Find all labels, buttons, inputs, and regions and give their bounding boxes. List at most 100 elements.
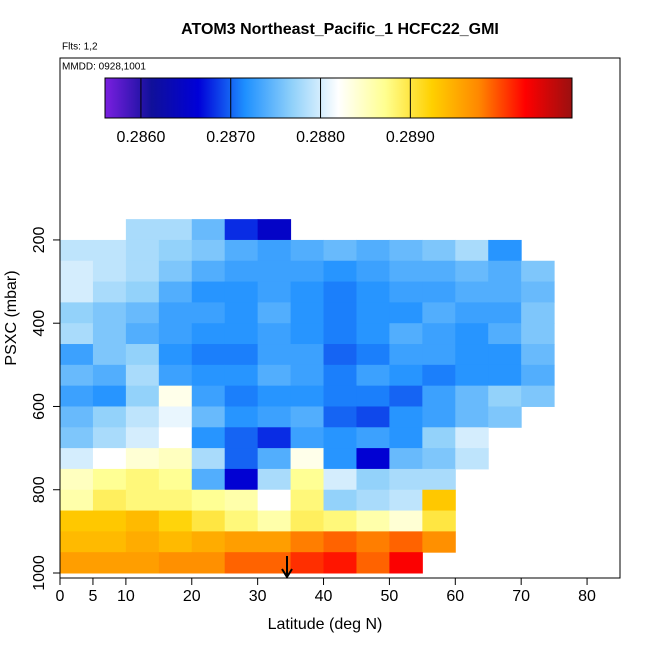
heatmap-cell (60, 427, 94, 449)
heatmap-cell (290, 385, 325, 407)
heatmap-cell (60, 552, 94, 574)
heatmap-cell (224, 552, 259, 574)
heatmap-cell (389, 364, 423, 387)
heatmap-cell (389, 489, 423, 512)
colorbar-tick-label: 0.2880 (296, 129, 345, 146)
heatmap-cell (521, 323, 555, 345)
heatmap-cell (60, 531, 94, 553)
heatmap-cell (290, 323, 325, 345)
heatmap-cell (356, 302, 390, 324)
heatmap-cell (60, 281, 94, 303)
heatmap-cell (60, 302, 94, 324)
y-tick-label: 400 (31, 310, 48, 337)
heatmap-cell (290, 448, 325, 470)
heatmap-cell (191, 219, 226, 241)
heatmap-cell (191, 385, 226, 407)
heatmap-cell (455, 344, 489, 366)
heatmap-cell (389, 302, 423, 324)
heatmap-cell (92, 427, 127, 449)
heatmap-cell (257, 281, 292, 303)
heatmap-cell (488, 385, 522, 407)
heatmap-cell (158, 552, 193, 574)
heatmap-cell (125, 323, 160, 345)
y-tick-label: 800 (31, 476, 48, 503)
heatmap-cell (455, 427, 489, 449)
heatmap-cell (158, 489, 193, 512)
heatmap-cell (60, 406, 94, 428)
heatmap-cell (356, 281, 390, 303)
x-tick-label: 70 (512, 588, 530, 605)
heatmap-cell (224, 385, 259, 407)
x-axis-label: Latitude (deg N) (268, 616, 383, 633)
heatmap-cell (521, 281, 555, 303)
heatmap-cell (125, 302, 160, 324)
heatmap-cell (60, 510, 94, 532)
heatmap-cell (422, 302, 456, 324)
heatmap-cell (125, 427, 160, 449)
heatmap-cell (389, 510, 423, 532)
heatmap-cell (125, 260, 160, 283)
heatmap-cell (356, 552, 390, 574)
heatmap-cell (191, 427, 226, 449)
heatmap-cell (488, 281, 522, 303)
heatmap-cell (224, 406, 259, 428)
x-tick-label: 60 (446, 588, 464, 605)
x-tick-label: 80 (578, 588, 596, 605)
heatmap-cell (92, 260, 127, 283)
heatmap-cell (389, 344, 423, 366)
heatmap-cell (257, 406, 292, 428)
heatmap-cell (323, 344, 357, 366)
heatmap-cell (92, 406, 127, 428)
heatmap-cell (521, 302, 555, 324)
heatmap-cell (158, 323, 193, 345)
heatmap-cell (323, 448, 357, 470)
heatmap-cell (488, 364, 522, 387)
heatmap-cell (224, 260, 259, 283)
heatmap-cell (60, 239, 94, 262)
heatmap-cell (290, 531, 325, 553)
heatmap-cell (224, 427, 259, 449)
heatmap-cell (356, 406, 390, 428)
heatmap-cell (191, 531, 226, 553)
heatmap-cell (323, 406, 357, 428)
heatmap-cell (257, 364, 292, 387)
x-tick-label: 30 (249, 588, 267, 605)
annotation: MMDD: 0928,1001 (62, 62, 146, 73)
heatmap-cell (125, 552, 160, 574)
heatmap-cell (158, 406, 193, 428)
heatmap-cell (92, 281, 127, 303)
heatmap-cell (158, 448, 193, 470)
heatmap-cell (422, 468, 456, 491)
chart-title: ATOM3 Northeast_Pacific_1 HCFC22_GMI (181, 21, 499, 38)
heatmap-cell (191, 281, 226, 303)
heatmap-cell (125, 219, 160, 241)
heatmap-cell (323, 552, 357, 574)
heatmap-cell (125, 239, 160, 262)
heatmap-cell (290, 364, 325, 387)
heatmap-cell (356, 531, 390, 553)
x-tick-label: 50 (381, 588, 399, 605)
heatmap-cell (389, 531, 423, 553)
heatmap-cell (323, 468, 357, 491)
heatmap-cell (191, 448, 226, 470)
heatmap-cell (191, 302, 226, 324)
heatmap-cell (323, 239, 357, 262)
heatmap-cell (290, 552, 325, 574)
heatmap-cell (257, 219, 292, 241)
heatmap-cell (422, 239, 456, 262)
heatmap-cell (158, 302, 193, 324)
heatmap-cell (323, 385, 357, 407)
heatmap-cell (92, 239, 127, 262)
heatmap-cell (290, 510, 325, 532)
heatmap-cell (125, 510, 160, 532)
heatmap-cell (257, 427, 292, 449)
colorbar-tick-label: 0.2860 (116, 129, 165, 146)
heatmap-cell (422, 260, 456, 283)
heatmap-cell (92, 468, 127, 491)
heatmap-cell (125, 489, 160, 512)
heatmap-cell (422, 510, 456, 532)
heatmap-cell (290, 302, 325, 324)
y-tick-label: 600 (31, 393, 48, 420)
annotation: Flts: 1,2 (62, 42, 98, 53)
heatmap-cell (389, 406, 423, 428)
